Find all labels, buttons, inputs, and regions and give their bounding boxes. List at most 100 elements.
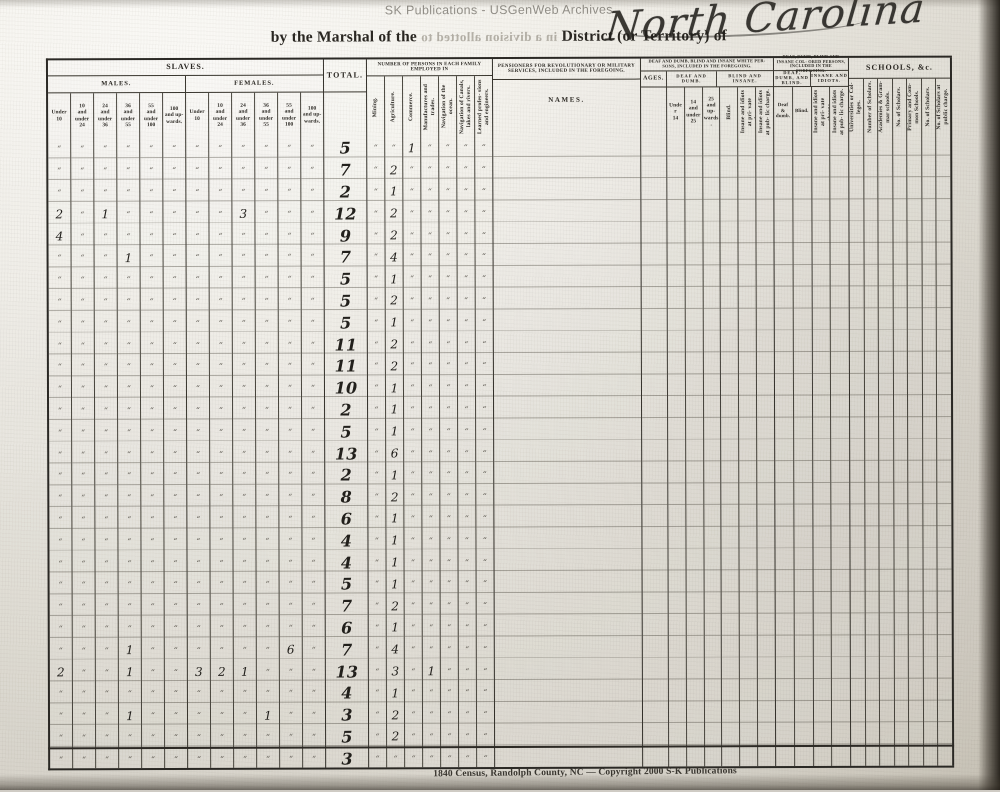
cells-navigation-ocean[interactable]: “““““““““““““““““““““““““““““““““: [439, 137, 459, 768]
ledger-cell[interactable]: “: [173, 689, 179, 699]
ledger-cell[interactable]: “: [311, 645, 316, 655]
ledger-cell[interactable]: “: [126, 362, 132, 372]
ledger-cell[interactable]: “: [410, 405, 415, 415]
ledger-cell[interactable]: “: [463, 187, 469, 197]
ledger-cell[interactable]: “: [288, 470, 293, 481]
cells-slaves-female-5[interactable]: “““““““““““““““““““““““““““““““““: [301, 137, 326, 768]
ledger-cell[interactable]: “: [373, 252, 379, 262]
ledger-cell[interactable]: “: [172, 340, 177, 350]
cells-slaves-female-3[interactable]: ““““““““““““““““““““““““““1““““““: [255, 137, 280, 768]
ledger-cell[interactable]: “: [265, 580, 270, 590]
cells-total[interactable]: 5721297555111110251328644576713435388218…: [324, 137, 369, 768]
col-pensioner-names[interactable]: NAMES.: [493, 80, 643, 768]
ledger-cell[interactable]: “: [464, 339, 469, 349]
ledger-cell[interactable]: “: [428, 557, 434, 567]
ledger-cell[interactable]: 6: [340, 509, 353, 529]
cells-public-charge-scholars[interactable]: [936, 135, 953, 766]
ledger-cell[interactable]: “: [241, 362, 247, 372]
ledger-cell[interactable]: “: [195, 231, 200, 241]
ledger-cell[interactable]: “: [57, 275, 62, 285]
ledger-cell[interactable]: [494, 420, 641, 442]
ledger-cell[interactable]: “: [219, 536, 224, 546]
ledger-cell[interactable]: “: [393, 754, 398, 764]
ledger-cell[interactable]: 1: [389, 184, 398, 199]
ledger-cell[interactable]: “: [410, 448, 415, 458]
ledger-cell[interactable]: “: [104, 536, 109, 546]
ledger-cell[interactable]: “: [428, 601, 434, 611]
ledger-cell[interactable]: “: [391, 143, 396, 153]
cells-slaves-male-4[interactable]: ““““““““““““““““““““““““““““““““1: [140, 138, 165, 769]
ledger-cell[interactable]: 2: [391, 707, 400, 722]
ledger-cell[interactable]: “: [103, 188, 108, 198]
ledger-cell[interactable]: “: [287, 253, 292, 263]
ledger-cell[interactable]: “: [104, 733, 110, 743]
ledger-cell[interactable]: “: [218, 362, 224, 372]
ledger-cell[interactable]: “: [103, 275, 108, 285]
ledger-cell[interactable]: “: [465, 688, 470, 698]
ledger-cell[interactable]: 5: [341, 727, 353, 747]
ledger-cell[interactable]: “: [482, 404, 487, 415]
ledger-cell[interactable]: “: [374, 492, 379, 502]
ledger-cell[interactable]: “: [287, 383, 293, 393]
ledger-cell[interactable]: 5: [339, 138, 351, 158]
ledger-cell[interactable]: 11: [334, 335, 358, 355]
ledger-cell[interactable]: [494, 442, 641, 464]
ledger-cell[interactable]: “: [81, 667, 87, 677]
ledger-cell[interactable]: 4: [391, 642, 400, 657]
ledger-cell[interactable]: “: [264, 165, 269, 175]
ledger-cell[interactable]: “: [464, 514, 470, 524]
ledger-cell[interactable]: “: [173, 754, 179, 764]
ledger-cell[interactable]: “: [374, 405, 379, 415]
ledger-cell[interactable]: “: [58, 471, 63, 481]
ledger-cell[interactable]: “: [149, 231, 154, 241]
ledger-cell[interactable]: “: [410, 514, 416, 524]
ledger-cell[interactable]: “: [429, 710, 434, 720]
ledger-cell[interactable]: “: [311, 514, 316, 524]
ledger-cell[interactable]: “: [242, 492, 247, 502]
ledger-cell[interactable]: “: [445, 165, 450, 175]
ledger-cell[interactable]: “: [446, 601, 452, 611]
ledger-cell[interactable]: “: [288, 449, 293, 459]
ledger-cell[interactable]: [494, 507, 641, 529]
ledger-cell[interactable]: “: [264, 383, 270, 393]
ledger-cell[interactable]: “: [265, 492, 270, 502]
ledger-cell[interactable]: “: [428, 383, 433, 393]
ledger-cell[interactable]: 11: [334, 356, 358, 376]
ledger-cell[interactable]: “: [464, 601, 470, 611]
cells-slaves-male-1[interactable]: “““““““““““““““““““““““““““““““““: [71, 138, 96, 769]
ledger-cell[interactable]: “: [127, 733, 133, 743]
ledger-cell[interactable]: “: [241, 340, 246, 350]
ledger-cell[interactable]: “: [218, 427, 224, 437]
ledger-cell[interactable]: “: [58, 711, 64, 721]
ledger-cell[interactable]: “: [103, 318, 108, 329]
ledger-cell[interactable]: “: [410, 579, 416, 589]
ledger-cell[interactable]: 3: [341, 749, 353, 768]
ledger-cell[interactable]: “: [57, 166, 62, 176]
ledger-cell[interactable]: “: [57, 188, 62, 198]
col-white-insane-public[interactable]: Insane and idiots at pub- lic charge.: [756, 87, 776, 767]
ledger-cell[interactable]: “: [409, 209, 415, 219]
ledger-cell[interactable]: “: [427, 187, 433, 197]
ledger-cell[interactable]: “: [446, 448, 451, 458]
ledger-cell[interactable]: “: [80, 340, 85, 350]
ledger-cell[interactable]: “: [288, 492, 293, 502]
ledger-cell[interactable]: 6: [341, 618, 353, 638]
ledger-cell[interactable]: “: [447, 732, 452, 742]
ledger-cell[interactable]: “: [126, 427, 132, 437]
ledger-cell[interactable]: 3: [239, 207, 248, 222]
ledger-cell[interactable]: “: [288, 579, 293, 589]
col-slaves-female-1[interactable]: 10 and under 24 “ “ “ “ “ “ “ “ “ “ “ “ “ “ “ “ “ “ “ “ “ “ “ “ 2 “…: [209, 92, 235, 768]
ledger-cell[interactable]: “: [411, 623, 416, 633]
ledger-cell[interactable]: 1: [427, 664, 436, 679]
ledger-cell[interactable]: “: [126, 231, 131, 241]
ledger-cell[interactable]: “: [445, 252, 451, 262]
ledger-cell[interactable]: “: [375, 666, 380, 676]
ledger-cell[interactable]: “: [218, 166, 223, 176]
ledger-cell[interactable]: “: [483, 710, 488, 720]
ledger-cell[interactable]: “: [172, 296, 177, 306]
ledger-cell[interactable]: “: [446, 535, 452, 545]
ledger-cell[interactable]: “: [265, 645, 270, 655]
ledger-cell[interactable]: “: [173, 536, 178, 546]
